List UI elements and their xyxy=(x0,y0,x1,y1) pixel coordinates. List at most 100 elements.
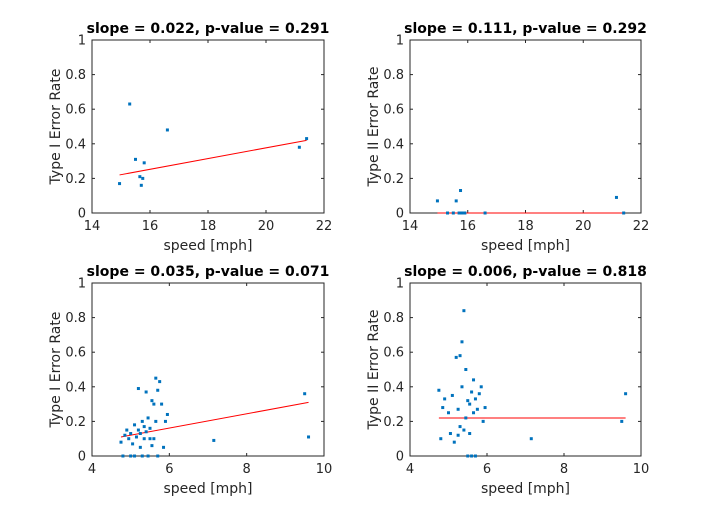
y-tick-label: 0 xyxy=(78,207,86,222)
data-point xyxy=(470,454,474,458)
data-point xyxy=(483,211,487,215)
data-point xyxy=(468,432,472,436)
data-point xyxy=(118,182,122,186)
data-point xyxy=(459,189,463,193)
data-point xyxy=(212,438,216,442)
data-point xyxy=(456,433,460,437)
x-tick-label: 16 xyxy=(459,219,476,234)
data-point xyxy=(154,376,158,380)
y-axis-label: Type I Error Rate xyxy=(48,312,64,429)
data-point xyxy=(472,378,476,382)
y-tick-label: 0.8 xyxy=(65,311,86,326)
y-tick-label: 0.6 xyxy=(65,346,86,361)
x-axis-label: speed [mph] xyxy=(481,481,570,497)
x-tick-label: 22 xyxy=(633,219,650,234)
data-point xyxy=(142,161,146,165)
axes-box xyxy=(409,282,642,457)
data-point xyxy=(152,437,156,441)
y-axis-label: Type II Error Rate xyxy=(366,67,382,188)
data-point xyxy=(119,440,123,444)
data-point xyxy=(454,355,458,359)
data-point xyxy=(148,426,152,430)
data-point xyxy=(160,402,164,406)
data-point xyxy=(303,392,307,396)
y-tick-label: 0 xyxy=(396,450,404,465)
subplot-title: slope = 0.035, p-value = 0.071 xyxy=(87,264,330,280)
x-tick-label: 4 xyxy=(406,462,414,477)
data-point xyxy=(473,454,477,458)
data-point xyxy=(479,385,483,389)
data-point xyxy=(163,419,167,423)
data-point xyxy=(121,454,125,458)
data-point xyxy=(307,435,311,439)
data-point xyxy=(142,425,146,429)
y-tick-label: 0.8 xyxy=(383,68,404,83)
data-point xyxy=(138,445,142,449)
y-tick-label: 0.2 xyxy=(65,415,86,430)
data-point xyxy=(458,425,462,429)
x-tick-label: 6 xyxy=(483,462,491,477)
data-point xyxy=(466,454,470,458)
data-point xyxy=(481,419,485,423)
y-tick-label: 0.6 xyxy=(383,346,404,361)
data-point xyxy=(138,432,142,436)
x-tick-label: 18 xyxy=(200,219,217,234)
x-tick-label: 18 xyxy=(517,219,534,234)
data-point xyxy=(133,423,137,427)
data-point xyxy=(443,397,447,401)
axes-box xyxy=(409,39,642,214)
data-point xyxy=(136,428,140,432)
y-tick-label: 0.6 xyxy=(383,103,404,118)
y-tick-label: 0.2 xyxy=(383,172,404,187)
data-point xyxy=(439,437,443,441)
data-point xyxy=(622,211,626,215)
data-point xyxy=(472,411,476,415)
data-point xyxy=(134,157,137,161)
data-point xyxy=(148,437,152,441)
y-tick-label: 0.4 xyxy=(383,137,404,152)
data-point xyxy=(144,430,148,434)
data-point xyxy=(134,435,138,439)
data-point xyxy=(146,416,150,420)
y-tick-label: 0.4 xyxy=(65,380,86,395)
data-point xyxy=(129,454,133,458)
y-axis-label: Type I Error Rate xyxy=(48,69,64,186)
data-point xyxy=(150,444,154,448)
data-point xyxy=(483,406,487,410)
data-point xyxy=(452,440,456,444)
data-point xyxy=(150,399,154,403)
y-tick-label: 0.4 xyxy=(383,380,404,395)
data-point xyxy=(462,309,466,313)
data-point xyxy=(450,393,454,397)
x-axis-label: speed [mph] xyxy=(163,481,252,497)
y-tick-label: 0.8 xyxy=(383,311,404,326)
subplot-1: 14 16 18 20 22 0 0.2 0.4 0.6 0.8 1 speed [mph] Type … xyxy=(48,21,332,254)
data-point xyxy=(441,406,445,410)
y-tick-label: 0.2 xyxy=(65,172,86,187)
data-point xyxy=(129,432,133,436)
data-point xyxy=(139,183,143,187)
x-axis-label: speed [mph] xyxy=(163,238,252,254)
data-point xyxy=(473,397,477,401)
data-point xyxy=(463,211,467,215)
data-point xyxy=(152,402,156,406)
x-axis-label: speed [mph] xyxy=(481,238,570,254)
x-tick-label: 14 xyxy=(84,219,101,234)
y-tick-label: 0.4 xyxy=(65,137,86,152)
data-point xyxy=(156,388,160,392)
data-point xyxy=(156,454,160,458)
y-tick-label: 0 xyxy=(396,207,404,222)
data-point xyxy=(133,454,137,458)
data-point xyxy=(456,407,460,411)
y-tick-label: 1 xyxy=(396,277,404,292)
data-point xyxy=(466,399,470,403)
subplot-4: 4 6 8 10 0 0.2 0.4 0.6 0.8 1 speed [mph] Type II Er… xyxy=(366,264,649,497)
axes-box xyxy=(91,282,325,457)
x-tick-label: 14 xyxy=(402,219,419,234)
data-point xyxy=(136,387,140,391)
data-point xyxy=(165,128,169,132)
data-point xyxy=(144,390,148,394)
data-point xyxy=(131,442,135,446)
data-point xyxy=(162,445,166,449)
y-tick-label: 1 xyxy=(396,34,404,49)
